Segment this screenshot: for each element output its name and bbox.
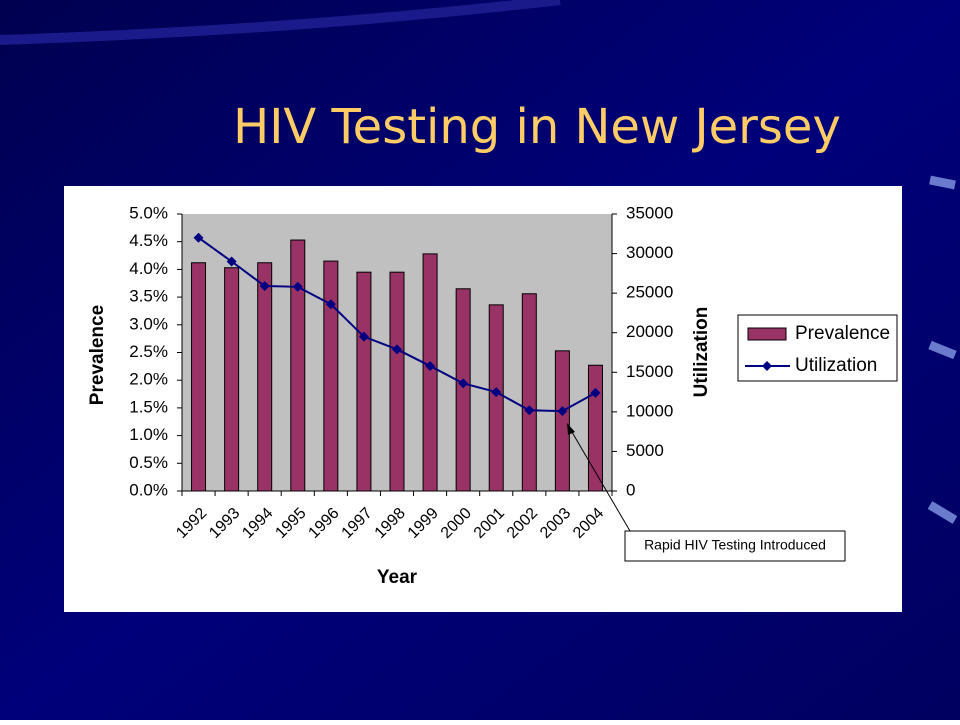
- marker: [491, 387, 502, 398]
- y-tick-label: 2.5%: [129, 342, 168, 361]
- bar: [191, 262, 207, 492]
- decoration: [927, 175, 958, 524]
- y2-tick-label: 10000: [626, 401, 673, 420]
- decoration: [0, 0, 561, 45]
- y2-tick-label: 25000: [626, 283, 673, 302]
- slide-title: HIV Testing in New Jersey: [233, 99, 841, 155]
- marker: [392, 344, 402, 355]
- bar: [455, 288, 471, 492]
- bar: [257, 262, 273, 492]
- marker: [557, 406, 568, 417]
- marker: [524, 405, 535, 416]
- bar: [554, 350, 570, 492]
- y2-axis-title: Utilization: [691, 307, 712, 398]
- bar: [224, 267, 240, 492]
- x-axis-title: Year: [377, 567, 418, 588]
- bar: [389, 271, 405, 492]
- y-tick-label: 1.0%: [129, 425, 168, 444]
- marker: [193, 232, 204, 243]
- y-tick-label: 5.0%: [129, 203, 168, 222]
- marker: [325, 299, 336, 310]
- bar: [290, 239, 306, 492]
- y2-tick-label: 5000: [626, 441, 664, 460]
- y-tick-label: 3.0%: [129, 314, 168, 333]
- legend-label: Utilization: [795, 355, 877, 376]
- y-tick-label: 1.5%: [129, 397, 168, 416]
- annotation: Rapid HIV Testing Introduced: [644, 537, 826, 553]
- bar: [422, 253, 438, 492]
- marker: [226, 256, 237, 267]
- marker: [292, 281, 303, 292]
- y-tick-label: 3.5%: [129, 287, 168, 306]
- y-tick-label: 4.5%: [129, 231, 168, 250]
- annotation-arrowhead: [567, 423, 575, 435]
- bar: [587, 364, 603, 492]
- marker: [259, 281, 270, 292]
- marker: [358, 331, 369, 342]
- marker: [590, 387, 601, 398]
- y2-tick-label: 30000: [626, 243, 673, 262]
- marker: [458, 378, 469, 389]
- annotation-box: [624, 530, 846, 562]
- legend: [737, 314, 898, 382]
- y-tick-label: 0.5%: [129, 453, 168, 472]
- y-tick-label: 2.0%: [129, 370, 168, 389]
- y2-tick-label: 15000: [626, 362, 673, 381]
- y-tick-label: 0.0%: [129, 480, 168, 499]
- y2-tick-label: 0: [626, 480, 635, 499]
- y2-tick-label: 20000: [626, 322, 673, 341]
- legend-label: Prevalence: [795, 323, 890, 344]
- y2-tick-label: 35000: [626, 203, 673, 222]
- bar: [323, 260, 339, 492]
- bar: [521, 293, 537, 492]
- legend-marker: [762, 361, 772, 371]
- y-tick-label: 4.0%: [129, 259, 168, 278]
- y-axis-title: Prevalence: [87, 305, 108, 405]
- bar: [356, 271, 372, 492]
- bar: [488, 304, 504, 492]
- annotation-arrow: [568, 426, 631, 532]
- legend-swatch: [747, 327, 787, 341]
- marker: [425, 360, 436, 371]
